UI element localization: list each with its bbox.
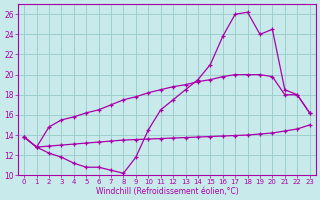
X-axis label: Windchill (Refroidissement éolien,°C): Windchill (Refroidissement éolien,°C) bbox=[96, 187, 238, 196]
